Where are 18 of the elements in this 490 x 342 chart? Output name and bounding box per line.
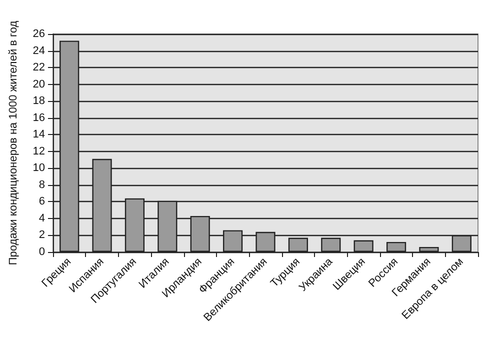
bar	[354, 240, 374, 252]
y-tick-label: 26	[32, 28, 45, 40]
y-tick-label: 16	[32, 112, 45, 124]
y-tick-label: 12	[32, 145, 45, 158]
y-axis-title: Продажи кондиционеров на 1000 жителей в год	[8, 20, 20, 266]
y-tick-label: 8	[38, 178, 45, 191]
bar	[386, 242, 406, 252]
y-tick-label: 6	[38, 196, 45, 208]
y-tick-label: 22	[32, 62, 45, 74]
y-tick-label: 2	[38, 229, 45, 242]
y-tick-label: 18	[32, 95, 45, 108]
y-tick-label: 24	[32, 44, 45, 57]
y-tick-label: 0	[38, 246, 45, 258]
bar	[419, 246, 439, 252]
y-tick-label: 4	[38, 212, 45, 224]
y-tick-label: 20	[32, 78, 45, 90]
y-tick-label: 10	[32, 162, 45, 174]
y-tick-label: 14	[32, 128, 45, 141]
